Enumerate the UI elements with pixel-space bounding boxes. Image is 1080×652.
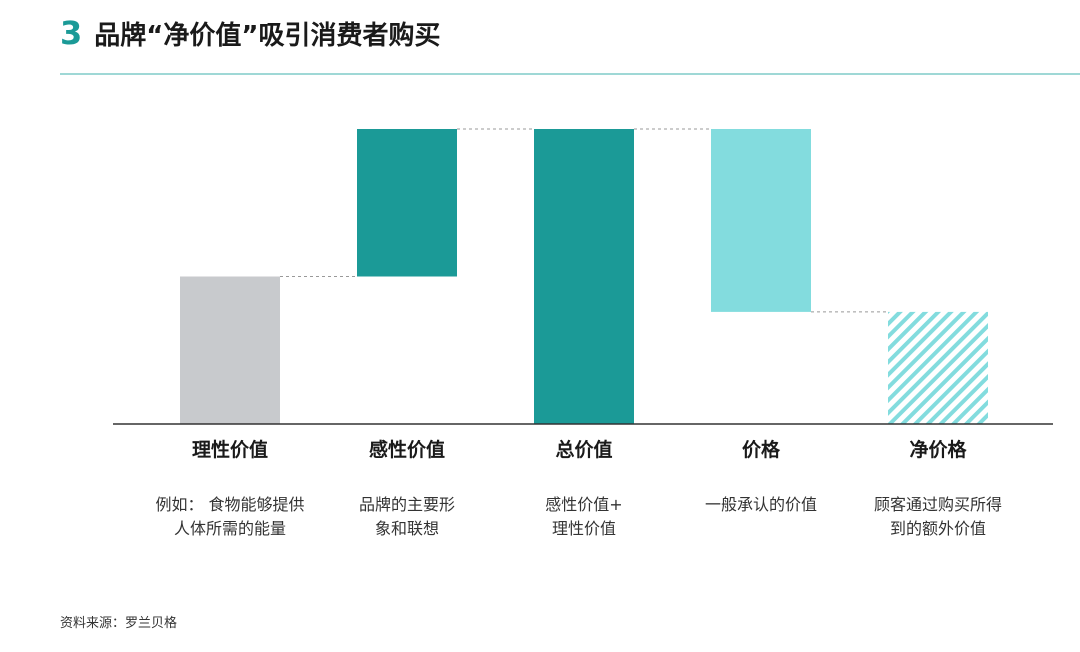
bar-3 bbox=[534, 129, 634, 424]
category-description-4: 一般承认的价值 bbox=[704, 495, 817, 514]
category-label-1: 理性价值 bbox=[192, 438, 268, 461]
title-divider bbox=[60, 73, 1080, 75]
category-label-3: 总价值 bbox=[555, 438, 612, 461]
bar-4 bbox=[711, 129, 811, 312]
category-description-5: 顾客通过购买所得 到的额外价值 bbox=[873, 495, 1002, 538]
category-label-4: 价格 bbox=[742, 438, 781, 461]
bar-5 bbox=[888, 311, 988, 424]
category-description-1: 例如： 食物能够提供 人体所需的能量 bbox=[155, 495, 305, 538]
category-label-5: 净价格 bbox=[909, 438, 967, 461]
category-description-2: 品牌的主要形 象和联想 bbox=[358, 495, 455, 538]
figure-title: 3 品牌“净价值”吸引消费者购买 bbox=[60, 14, 440, 52]
bar-2 bbox=[357, 129, 457, 277]
source-note: 资料来源：罗兰贝格 bbox=[60, 616, 178, 631]
category-label-2: 感性价值 bbox=[369, 438, 445, 461]
figure-number: 3 bbox=[60, 14, 83, 52]
bar-1 bbox=[180, 276, 280, 424]
category-description-3: 感性价值+ 理性价值 bbox=[545, 495, 623, 538]
figure-title-text: 品牌“净价值”吸引消费者购买 bbox=[94, 21, 441, 51]
